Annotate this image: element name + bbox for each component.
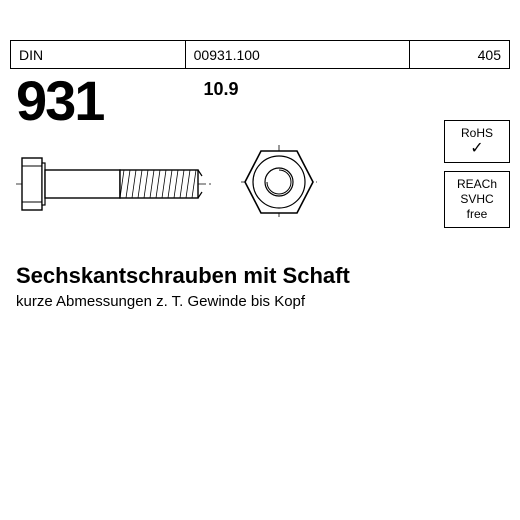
rohs-label: RoHS — [448, 126, 506, 141]
title-block: Sechskantschrauben mit Schaft kurze Abme… — [10, 263, 510, 310]
header-standard: DIN — [11, 41, 186, 69]
header-table: DIN 00931.100 405 — [10, 40, 510, 69]
header-ref: 405 — [410, 41, 510, 69]
reach-line1: REACh — [448, 177, 506, 192]
strength-grade: 10.9 — [203, 79, 238, 100]
product-subtitle: kurze Abmessungen z. T. Gewinde bis Kopf — [16, 293, 510, 310]
header-code: 00931.100 — [185, 41, 410, 69]
bolt-front-view — [241, 145, 317, 224]
reach-line3: free — [448, 207, 506, 222]
reach-line2: SVHC — [448, 192, 506, 207]
product-title: Sechskantschrauben mit Schaft — [16, 263, 510, 289]
bolt-side-view — [16, 148, 211, 220]
diagrams-row — [10, 139, 510, 229]
reach-badge: REACh SVHC free — [444, 171, 510, 228]
main-number: 931 — [10, 73, 103, 129]
number-row: 931 10.9 — [10, 73, 510, 129]
compliance-badges: RoHS ✓ REACh SVHC free — [444, 120, 510, 228]
check-icon: ✓ — [448, 141, 506, 157]
rohs-badge: RoHS ✓ — [444, 120, 510, 163]
